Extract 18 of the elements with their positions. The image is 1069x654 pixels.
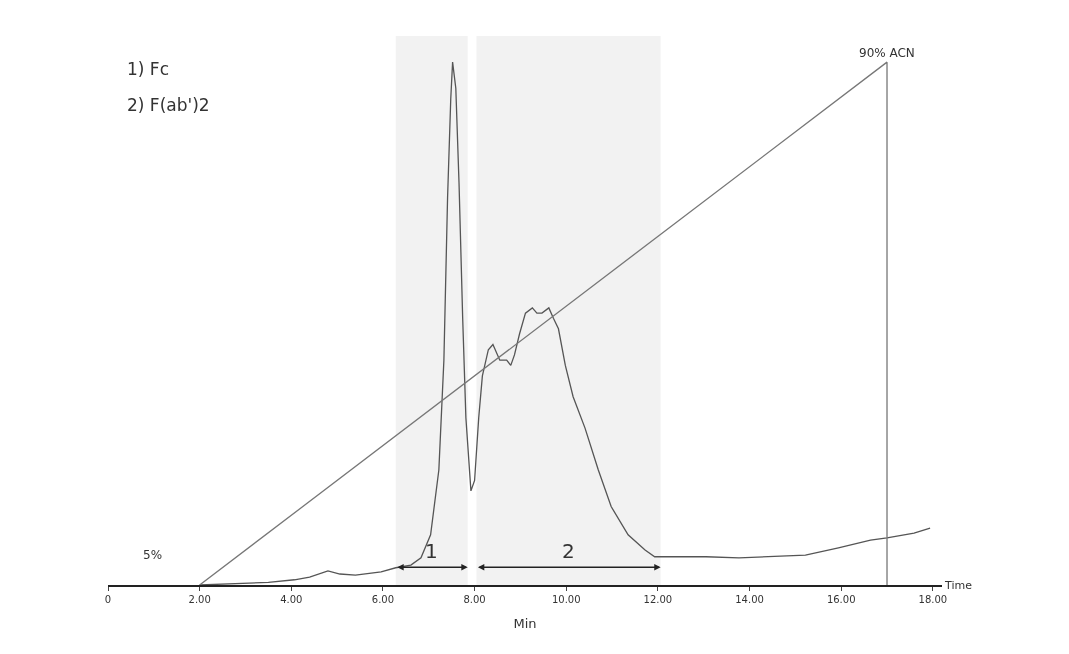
annotation: 90% ACN xyxy=(859,46,915,60)
x-tick-label: 18.00 xyxy=(918,594,948,605)
x-tick-label: 2.00 xyxy=(188,594,211,605)
x-tick-label: 8.00 xyxy=(463,594,486,605)
x-tick-label: 0 xyxy=(104,594,112,605)
x-tick-label: 14.00 xyxy=(735,594,764,605)
text: Time xyxy=(944,579,973,592)
x-tick-label: 6.00 xyxy=(371,594,395,605)
band-label: 1 xyxy=(425,539,438,563)
annotation: 1) Fc xyxy=(127,59,169,79)
x-tick-label: 12.00 xyxy=(643,594,673,605)
annotation: 2) F(ab')2 xyxy=(127,95,210,115)
x-axis-title: Min xyxy=(513,616,537,632)
annotation: 5% xyxy=(143,548,163,562)
x-tick-label: 16.00 xyxy=(826,594,856,605)
x-tick-label: 4.00 xyxy=(280,594,303,605)
x-tick-label: 10.00 xyxy=(551,594,581,605)
band-label: 2 xyxy=(562,539,575,563)
